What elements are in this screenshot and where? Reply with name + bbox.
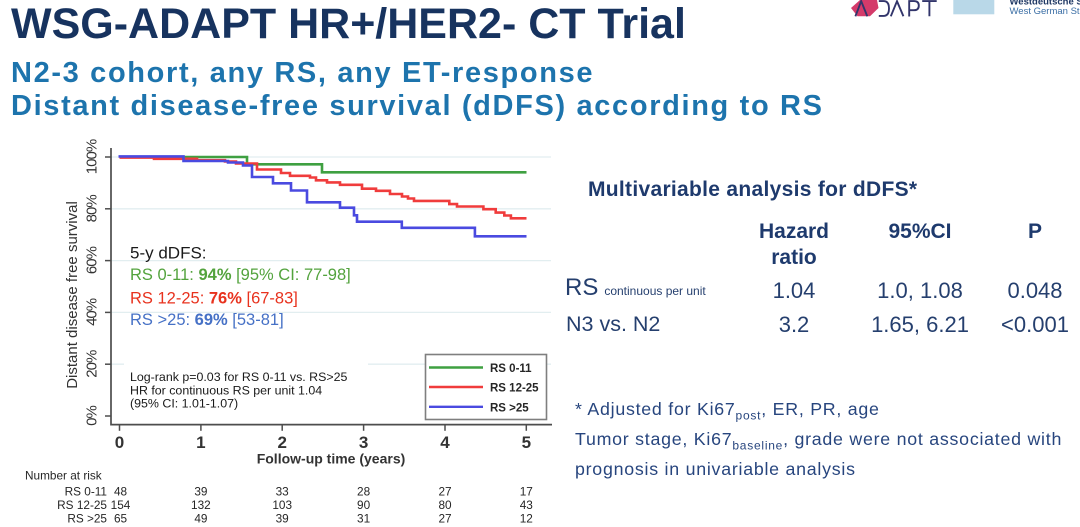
svg-text:Westdeutsche Studiengruppe: Westdeutsche Studiengruppe — [1010, 0, 1080, 7]
svg-text:RS 12-25: RS 12-25 — [57, 498, 107, 512]
svg-text:West German Study Group: West German Study Group — [1010, 6, 1080, 17]
svg-text:90: 90 — [357, 498, 371, 512]
svg-text:(95% CI: 1.01-1.07): (95% CI: 1.01-1.07) — [130, 397, 238, 411]
svg-text:5-y dDFS:: 5-y dDFS: — [130, 243, 207, 262]
svg-text:RS >25: RS >25 — [67, 512, 107, 526]
svg-text:49: 49 — [194, 512, 207, 526]
svg-text:RS >25: 69% [53-81]: RS >25: 69% [53-81] — [130, 311, 284, 329]
svg-text:RS 0-11: RS 0-11 — [490, 363, 532, 375]
svg-text:40%: 40% — [84, 298, 101, 326]
svg-text:80%: 80% — [84, 195, 101, 223]
svg-text:33: 33 — [276, 485, 290, 499]
svg-text:27: 27 — [438, 512, 451, 526]
svg-text:20%: 20% — [84, 350, 101, 378]
svg-text:0: 0 — [115, 433, 124, 452]
svg-text:48: 48 — [114, 485, 128, 499]
svg-text:39: 39 — [276, 512, 289, 526]
svg-text:100%: 100% — [84, 139, 101, 174]
svg-text:28: 28 — [357, 485, 371, 499]
svg-text:2: 2 — [277, 433, 286, 452]
svg-text:12: 12 — [520, 512, 533, 526]
svg-text:Log-rank p=0.03 for RS 0-11 vs: Log-rank p=0.03 for RS 0-11 vs. RS>25 — [130, 370, 348, 384]
svg-text:Number at risk: Number at risk — [25, 469, 102, 483]
svg-text:3: 3 — [359, 433, 368, 452]
svg-text:80: 80 — [438, 498, 452, 512]
svg-text:43: 43 — [520, 498, 534, 512]
svg-text:Distant disease free survival: Distant disease free survival — [64, 201, 81, 389]
svg-text:17: 17 — [520, 485, 533, 499]
svg-text:5: 5 — [522, 433, 531, 452]
svg-text:RS 0-11: 94% [95% CI: 77-98]: RS 0-11: 94% [95% CI: 77-98] — [130, 266, 351, 284]
svg-text:1: 1 — [196, 433, 205, 452]
svg-text:0%: 0% — [84, 406, 101, 426]
svg-text:39: 39 — [194, 485, 207, 499]
svg-text:RS >25: RS >25 — [490, 402, 529, 414]
svg-text:4: 4 — [440, 433, 450, 452]
svg-text:31: 31 — [357, 512, 370, 526]
svg-text:103: 103 — [272, 498, 292, 512]
svg-text:Follow-up time (years): Follow-up time (years) — [257, 451, 406, 467]
svg-text:132: 132 — [191, 498, 211, 512]
svg-text:RS 12-25: RS 12-25 — [490, 383, 539, 395]
svg-text:154: 154 — [111, 498, 131, 512]
svg-text:RS 12-25: 76% [67-83]: RS 12-25: 76% [67-83] — [130, 289, 298, 307]
svg-text:60%: 60% — [84, 246, 101, 274]
svg-text:65: 65 — [114, 512, 128, 526]
svg-text:RS 0-11: RS 0-11 — [65, 485, 107, 499]
svg-text:27: 27 — [438, 485, 451, 499]
svg-text:HR for continuous RS per unit: HR for continuous RS per unit 1.04 — [130, 383, 322, 397]
